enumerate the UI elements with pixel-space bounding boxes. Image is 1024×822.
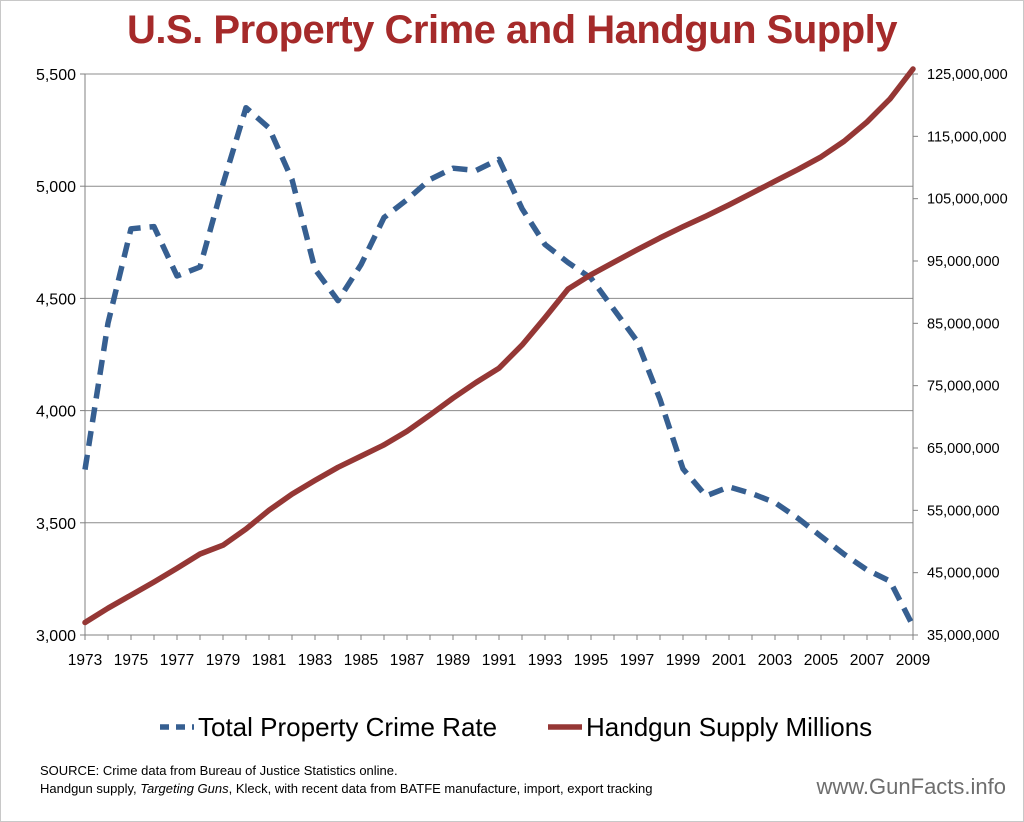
x-tick-label: 1981 <box>252 652 286 669</box>
source-line-2-suffix: , Kleck, with recent data from BATFE man… <box>228 781 653 796</box>
legend-label-handgun-supply: Handgun Supply Millions <box>586 712 872 742</box>
y-right-tick-label: 45,000,000 <box>927 566 1000 582</box>
y-left-tick-label: 5,000 <box>36 179 76 196</box>
y-right-tick-label: 75,000,000 <box>927 379 1000 395</box>
y-right-tick-label: 55,000,000 <box>927 503 1000 519</box>
y-right-tick-label: 125,000,000 <box>927 67 1008 83</box>
y-left-tick-label: 4,500 <box>36 291 76 308</box>
x-tick-label: 1983 <box>298 652 332 669</box>
y-right-tick-label: 115,000,000 <box>927 129 1007 145</box>
y-right-tick-label: 105,000,000 <box>927 192 1008 208</box>
source-line-2-italic: Targeting Guns <box>140 781 229 796</box>
chart-title: U.S. Property Crime and Handgun Supply <box>127 8 897 52</box>
x-tick-label: 2009 <box>896 652 930 669</box>
x-tick-label: 1991 <box>482 652 516 669</box>
x-tick-label: 1977 <box>160 652 194 669</box>
x-tick-label: 2005 <box>804 652 838 669</box>
x-tick-label: 1997 <box>620 652 654 669</box>
x-tick-label: 1993 <box>528 652 562 669</box>
x-tick-label: 1987 <box>390 652 424 669</box>
legend-label-crime-rate: Total Property Crime Rate <box>198 712 497 742</box>
x-tick-label: 1979 <box>206 652 240 669</box>
y-left-tick-label: 3,000 <box>36 628 76 645</box>
y-right-tick-label: 95,000,000 <box>927 254 1000 270</box>
x-tick-label: 2007 <box>850 652 884 669</box>
source-line-2-prefix: Handgun supply, <box>40 781 141 796</box>
x-tick-label: 2003 <box>758 652 792 669</box>
x-tick-label: 1973 <box>68 652 102 669</box>
x-tick-label: 2001 <box>712 652 746 669</box>
y-left-tick-label: 4,000 <box>36 404 76 421</box>
y-right-tick-label: 85,000,000 <box>927 316 1000 332</box>
y-left-tick-label: 5,500 <box>36 67 76 84</box>
x-tick-label: 1989 <box>436 652 470 669</box>
y-right-tick-label: 65,000,000 <box>927 441 1000 457</box>
x-tick-label: 1975 <box>114 652 148 669</box>
x-tick-label: 1995 <box>574 652 608 669</box>
source-line-2: Handgun supply, Targeting Guns, Kleck, w… <box>40 780 653 798</box>
source-note: SOURCE: Crime data from Bureau of Justic… <box>40 762 653 798</box>
y-left-tick-label: 3,500 <box>36 516 76 533</box>
series-line-crime-rate <box>82 104 916 628</box>
y-right-tick-label: 35,000,000 <box>927 628 1000 644</box>
watermark: www.GunFacts.info <box>816 774 1006 799</box>
x-tick-label: 1999 <box>666 652 700 669</box>
series-line-handgun-supply <box>82 66 916 626</box>
x-tick-label: 1985 <box>344 652 378 669</box>
source-line-1: SOURCE: Crime data from Bureau of Justic… <box>40 763 398 778</box>
